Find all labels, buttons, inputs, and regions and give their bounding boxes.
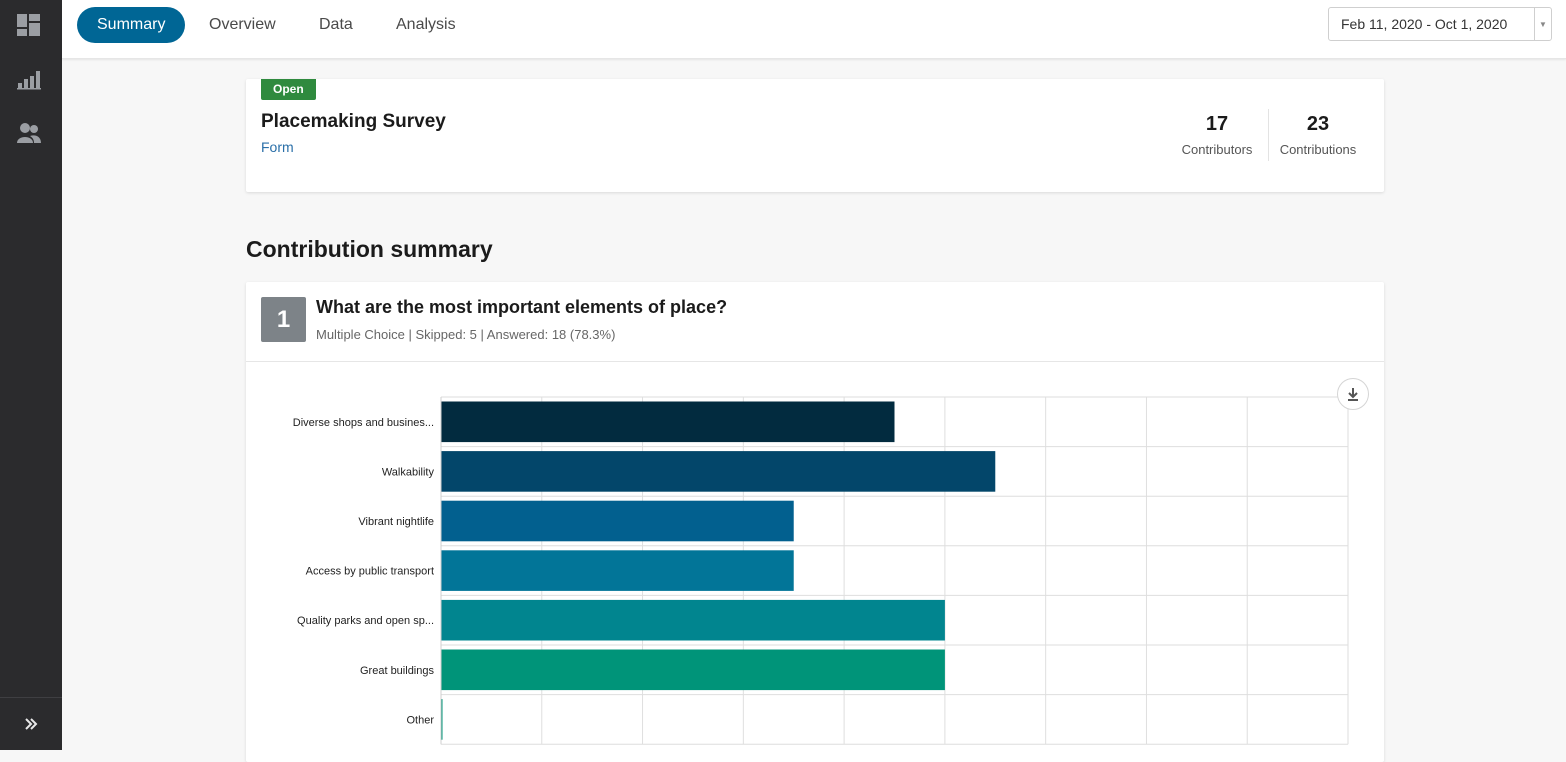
chart-bar[interactable] <box>441 550 794 591</box>
chart-bar[interactable] <box>441 699 443 740</box>
date-range-value: Feb 11, 2020 - Oct 1, 2020 <box>1341 16 1508 32</box>
contributors-label: Contributors <box>1181 142 1253 157</box>
download-button[interactable] <box>1337 378 1369 410</box>
chart-category-label: Great buildings <box>360 665 434 677</box>
bar-chart-icon[interactable] <box>16 66 42 92</box>
chart-bar[interactable] <box>441 599 945 641</box>
tab-analysis[interactable]: Analysis <box>396 16 456 33</box>
stat-divider <box>1268 109 1269 161</box>
survey-title: Placemaking Survey <box>261 111 446 132</box>
chart-bar[interactable] <box>441 500 794 542</box>
chart-bar[interactable] <box>441 401 895 443</box>
question-title: What are the most important elements of … <box>316 297 728 317</box>
survey-type-link[interactable]: Form <box>261 139 294 155</box>
chart-category-label: Diverse shops and busines... <box>293 417 434 429</box>
survey-card: Open Placemaking Survey Form 17 Contribu… <box>246 79 1384 192</box>
people-icon[interactable] <box>16 120 42 146</box>
download-icon <box>1348 388 1358 401</box>
tab-data[interactable]: Data <box>319 16 353 33</box>
contributors-stat: 17 Contributors <box>1167 113 1267 157</box>
tab-overview[interactable]: Overview <box>209 16 276 33</box>
chart-bar[interactable] <box>441 649 945 691</box>
top-bar: Summary Overview Data Analysis Feb 11, 2… <box>62 0 1566 59</box>
date-range-select[interactable]: Feb 11, 2020 - Oct 1, 2020 ▼ <box>1328 7 1552 41</box>
section-title: Contribution summary <box>246 236 493 262</box>
sidebar <box>0 0 62 750</box>
tab-summary[interactable]: Summary <box>77 7 186 43</box>
question-number: 1 <box>261 297 306 342</box>
question-meta: Multiple Choice | Skipped: 5 | Answered:… <box>316 327 616 342</box>
contributions-stat: 23 Contributions <box>1268 113 1368 157</box>
question-card: 1 What are the most important elements o… <box>246 282 1384 762</box>
contributions-label: Contributions <box>1279 142 1357 157</box>
chart-category-label: Vibrant nightlife <box>358 516 434 528</box>
sidebar-expand-button[interactable] <box>0 697 62 750</box>
responses-bar-chart: Diverse shops and busines... Walkability V… <box>293 396 1349 745</box>
chevron-down-icon[interactable]: ▼ <box>1534 8 1551 40</box>
chart-category-label: Quality parks and open sp... <box>297 615 434 627</box>
chart-bar[interactable] <box>441 451 996 492</box>
chart-category-label: Walkability <box>382 466 435 478</box>
double-chevron-right-icon <box>25 718 38 730</box>
status-badge: Open <box>261 79 316 100</box>
dashboard-icon[interactable] <box>16 12 42 38</box>
contributors-count: 17 <box>1205 113 1229 135</box>
divider <box>246 361 1384 362</box>
contributions-count: 23 <box>1306 113 1330 135</box>
chart-category-label: Access by public transport <box>306 566 434 578</box>
chart-category-label: Other <box>406 714 434 726</box>
